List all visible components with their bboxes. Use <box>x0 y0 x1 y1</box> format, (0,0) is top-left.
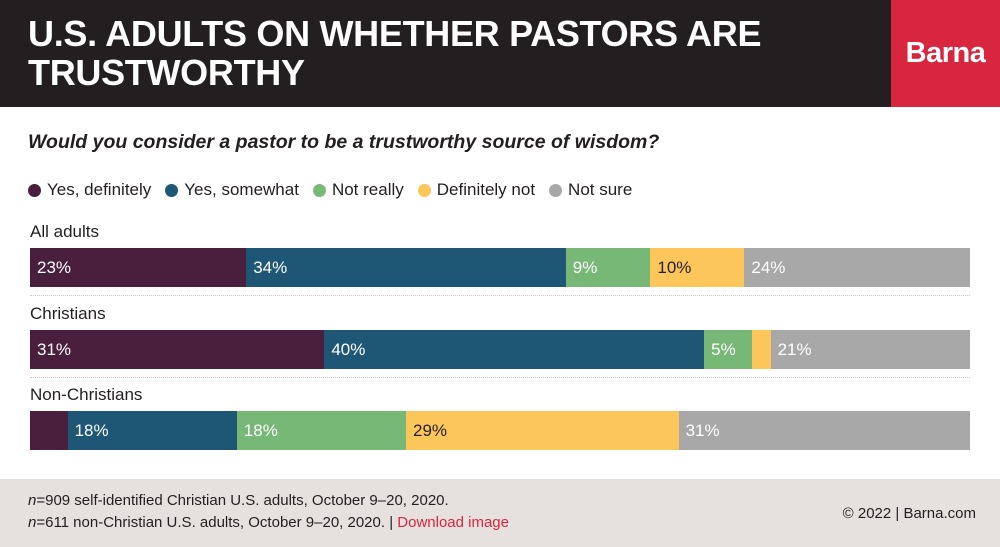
legend-swatch <box>312 183 326 197</box>
legend-swatch <box>417 183 431 197</box>
chart-title: U.S. ADULTS ON WHETHER PASTORS ARE TRUST… <box>28 13 762 93</box>
sample-note-text: =611 non-Christian U.S. adults, October … <box>36 514 398 531</box>
n-symbol: n <box>28 492 37 509</box>
bar-segment: 40% <box>324 330 705 369</box>
sample-note-text: =909 self-identified Christian U.S. adul… <box>36 492 449 509</box>
legend-label: Definitely not <box>436 180 536 199</box>
bar-segment <box>30 411 68 450</box>
legend-item: Yes, definitely <box>28 180 151 200</box>
footer: n=909 self-identified Christian U.S. adu… <box>0 479 1000 547</box>
barna-logo: Barna <box>891 0 1000 107</box>
header: U.S. ADULTS ON WHETHER PASTORS ARE TRUST… <box>0 0 1000 107</box>
data-label: 18% <box>74 421 109 440</box>
bar-segment: 24% <box>744 248 970 287</box>
sample-note-non-christian: n=611 non-Christian U.S. adults, October… <box>28 514 509 531</box>
survey-question: Would you consider a pastor to be a trus… <box>28 131 660 153</box>
data-label: 10% <box>657 258 692 277</box>
legend-label: Not sure <box>568 180 633 199</box>
bar-segment: 29% <box>406 411 679 450</box>
copyright-credit: © 2022 | Barna.com <box>842 505 976 522</box>
legend-item: Yes, somewhat <box>165 180 299 200</box>
legend-label: Yes, definitely <box>47 180 152 199</box>
bar-segment <box>751 330 771 369</box>
category-label: Christians <box>30 304 106 323</box>
row-divider <box>30 295 970 296</box>
data-label: 18% <box>243 421 278 440</box>
bar-segment: 18% <box>236 411 406 450</box>
n-symbol: n <box>28 514 37 531</box>
bar-segment: 23% <box>30 248 247 287</box>
bar-segment: 9% <box>565 248 651 287</box>
data-label: 23% <box>37 258 72 277</box>
bar-segment: 31% <box>678 411 970 450</box>
bar-segment: 10% <box>650 248 745 287</box>
stacked-bar: 23% 34% 9% 10% 24% <box>30 248 970 287</box>
bar-segment: 31% <box>30 330 325 369</box>
legend-label: Yes, somewhat <box>184 180 299 199</box>
download-image-link[interactable]: Download image <box>397 514 509 531</box>
data-label: 9% <box>572 258 598 277</box>
data-label: 29% <box>413 421 448 440</box>
bar-segment: 21% <box>770 330 970 369</box>
data-label: 24% <box>751 258 786 277</box>
bar-segment: 5% <box>704 330 752 369</box>
stacked-bar: 31% 40% 5% 21% <box>30 330 970 369</box>
data-label: 21% <box>777 340 812 359</box>
row-divider <box>30 377 970 378</box>
legend-label: Not really <box>331 180 404 199</box>
legend-item: Not sure <box>549 180 632 200</box>
stacked-bar: 18% 18% 29% 31% <box>30 411 970 450</box>
legend-item: Definitely not <box>417 180 536 200</box>
legend-item: Not really <box>312 180 404 200</box>
category-label: Non-Christians <box>30 385 143 404</box>
category-label: All adults <box>30 222 99 241</box>
legend-swatch <box>28 183 41 197</box>
data-label: 40% <box>331 340 366 359</box>
data-label: 31% <box>37 340 72 359</box>
legend: Yes, definitely Yes, somewhat Not really De… <box>28 179 646 201</box>
bar-segment: 18% <box>67 411 237 450</box>
data-label: 5% <box>711 340 736 359</box>
data-label: 31% <box>685 421 720 440</box>
sample-note-christian: n=909 self-identified Christian U.S. adu… <box>28 492 449 509</box>
legend-swatch <box>549 183 563 197</box>
data-label: 34% <box>253 258 288 277</box>
bar-segment: 34% <box>246 248 566 287</box>
legend-swatch <box>165 183 179 197</box>
